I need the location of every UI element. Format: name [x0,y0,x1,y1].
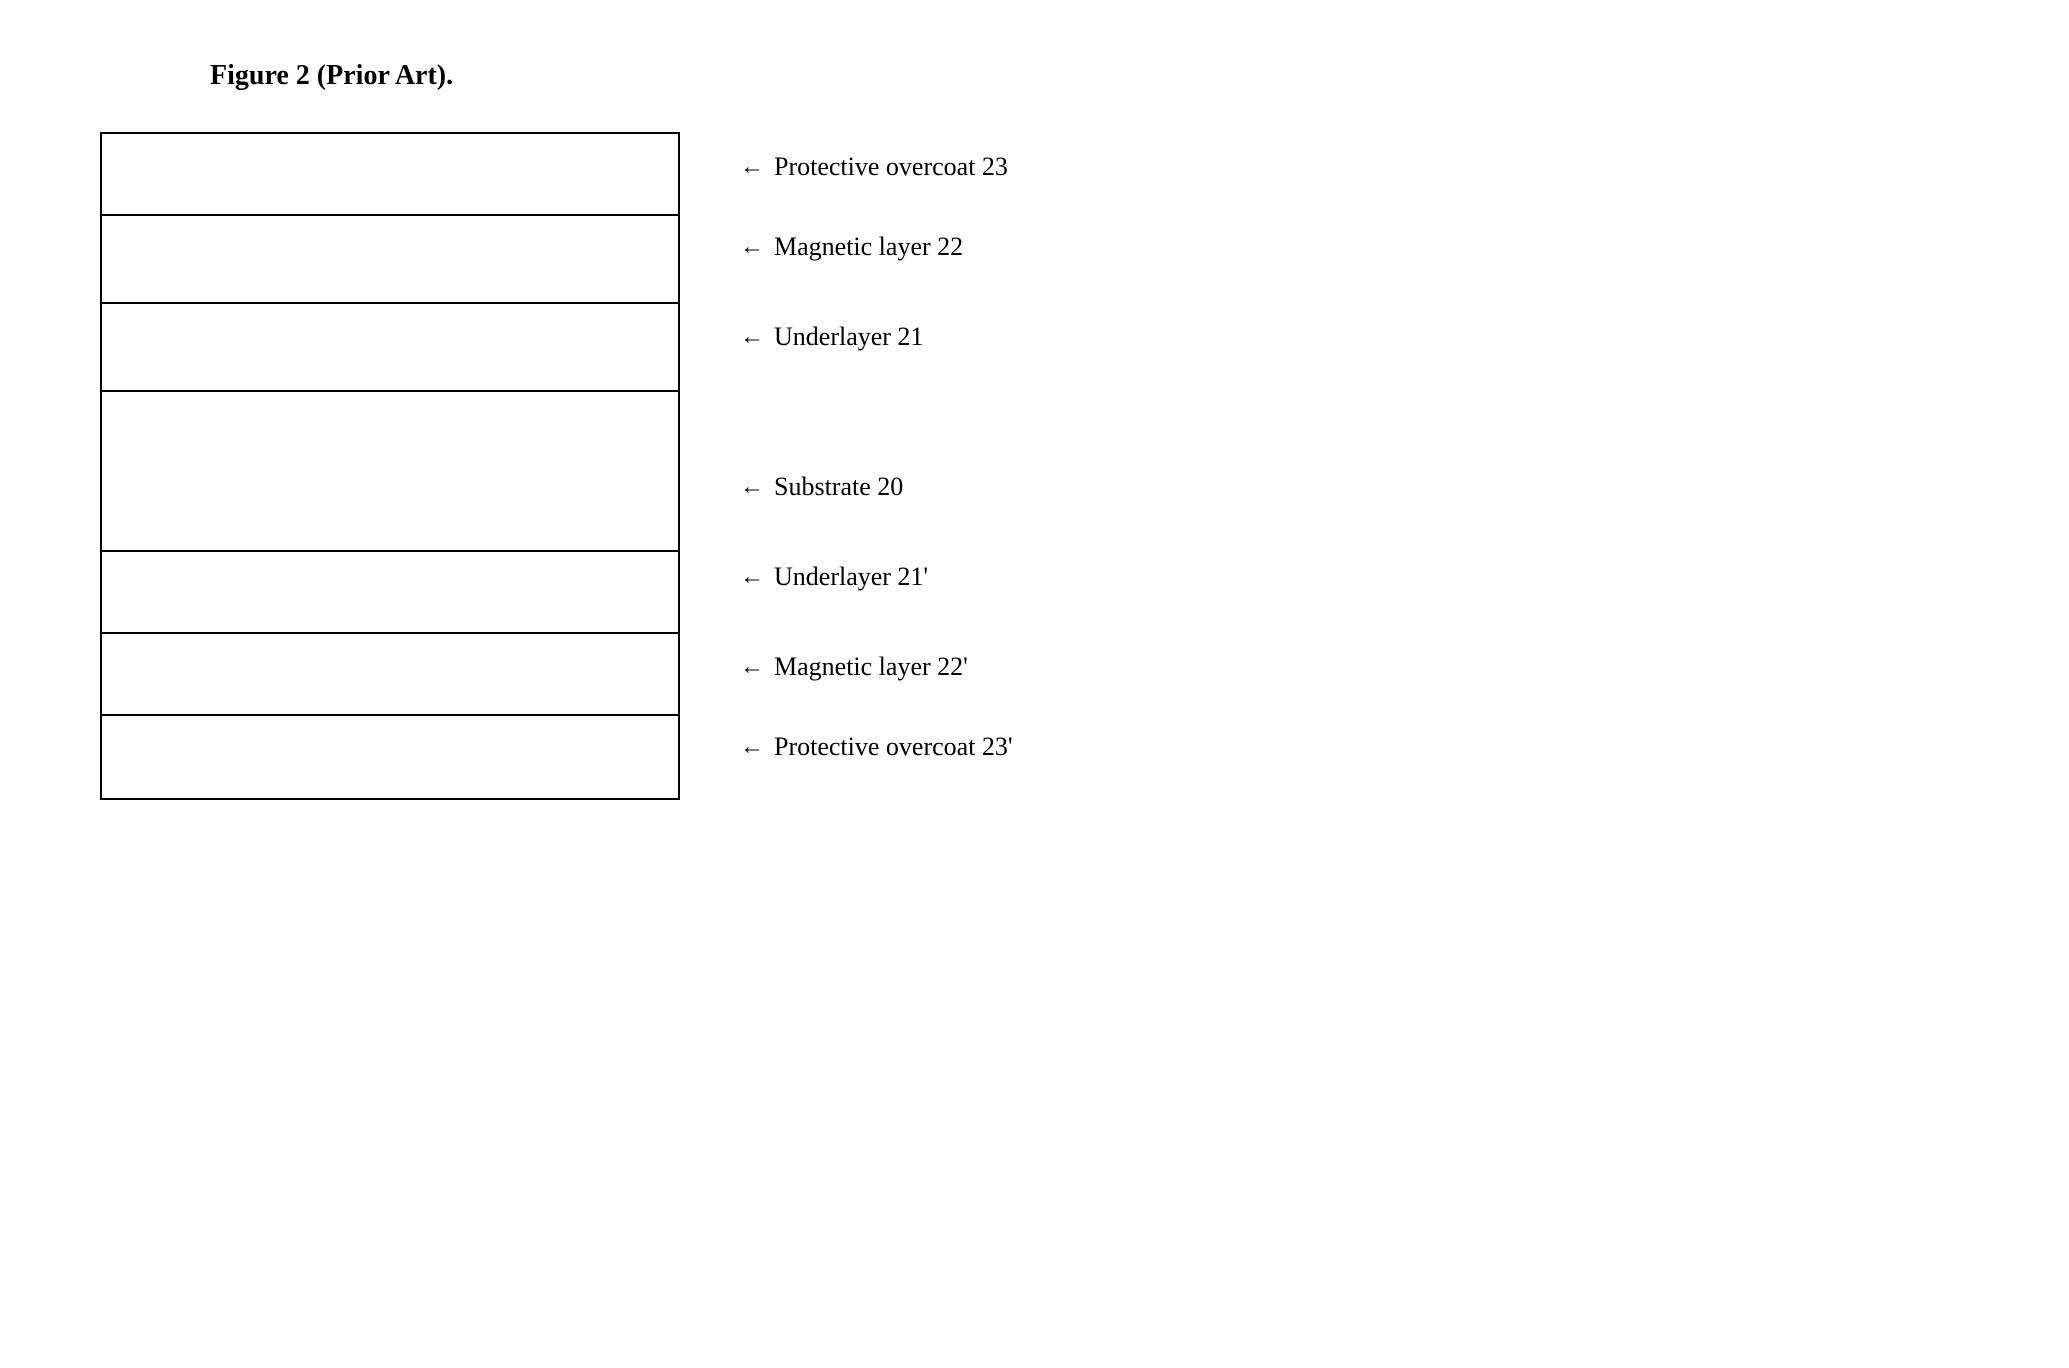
layer-label: Underlayer 21' [774,562,928,592]
layer [102,634,678,716]
layer-stack [100,132,680,800]
left-arrow-icon: ← [740,564,764,591]
layer [102,216,678,304]
left-arrow-icon: ← [740,154,764,181]
layer-label: Underlayer 21 [774,322,923,352]
layer-label-row: ← Magnetic layer 22 [740,232,963,262]
diagram-container: ← Protective overcoat 23 ← Magnetic layer 2… [100,132,1969,800]
left-arrow-icon: ← [740,234,764,261]
layer-label-row: ← Underlayer 21 [740,322,923,352]
layer-label-row: ← Protective overcoat 23 [740,152,1008,182]
layer-label-row: ← Underlayer 21' [740,562,928,592]
layer-label: Substrate 20 [774,472,903,502]
left-arrow-icon: ← [740,474,764,501]
layer [102,304,678,392]
layer-label: Protective overcoat 23' [774,732,1013,762]
layer-label: Protective overcoat 23 [774,152,1008,182]
figure-title: Figure 2 (Prior Art). [210,60,1969,92]
layer [102,716,678,798]
layer-label: Magnetic layer 22 [774,232,963,262]
left-arrow-icon: ← [740,654,764,681]
left-arrow-icon: ← [740,734,764,761]
layer [102,552,678,634]
layer [102,392,678,552]
layer-label-row: ← Magnetic layer 22' [740,652,968,682]
layer [102,134,678,216]
layer-label: Magnetic layer 22' [774,652,968,682]
layer-label-row: ← Protective overcoat 23' [740,732,1013,762]
layer-label-row: ← Substrate 20 [740,472,903,502]
labels-column: ← Protective overcoat 23 ← Magnetic layer 2… [740,132,1140,796]
left-arrow-icon: ← [740,324,764,351]
